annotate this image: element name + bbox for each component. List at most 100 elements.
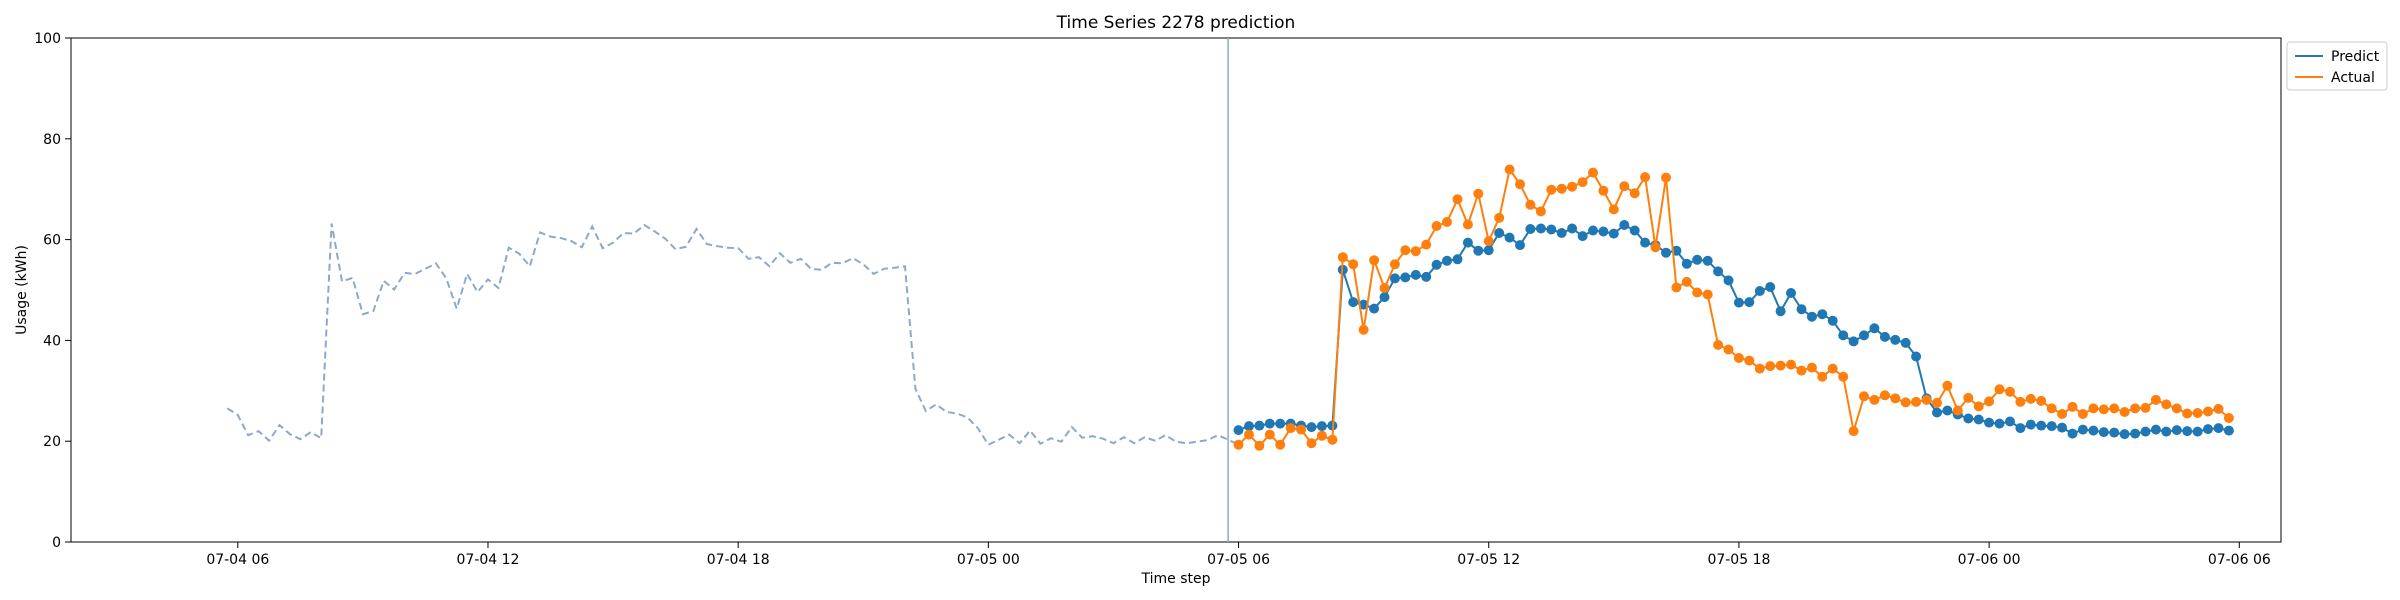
actual-point (2036, 395, 2047, 406)
predict-point (2140, 426, 2151, 437)
actual-point (1515, 179, 1525, 190)
actual-point (1952, 405, 1963, 416)
predict-point (1973, 414, 1984, 425)
predict-point (1504, 232, 1515, 243)
predict-point (1535, 223, 1546, 234)
predict-point (1848, 336, 1859, 347)
predict-point (1525, 224, 1536, 234)
actual-point (1327, 434, 1338, 445)
actual-point (1389, 259, 1400, 270)
actual-point (2015, 396, 2026, 407)
predict-point (1911, 351, 1922, 362)
predict-point (2036, 420, 2047, 431)
predict-point (2088, 425, 2099, 436)
actual-point (2077, 409, 2088, 419)
actual-point (1577, 177, 1588, 188)
actual-point (1640, 172, 1651, 183)
actual-point (1629, 188, 1640, 199)
predict-point (2130, 428, 2141, 439)
predict-point (2046, 421, 2057, 432)
actual-point (1713, 339, 1724, 350)
y-axis: 0 20 40 60 80 100 (34, 31, 71, 551)
predict-point (2025, 419, 2036, 430)
actual-point (1619, 181, 1630, 192)
x-axis: 07-04 06 07-04 12 07-04 18 07-05 00 07-05 06… (206, 542, 2271, 568)
actual-point (1754, 363, 1765, 374)
predict-point (1577, 231, 1588, 242)
predict-point (1379, 292, 1390, 303)
actual-point (1744, 355, 1755, 366)
actual-point (1932, 397, 1942, 408)
actual-point (2119, 407, 2130, 417)
actual-point (2213, 403, 2224, 414)
predict-point (1515, 240, 1525, 251)
actual-point (1848, 426, 1859, 437)
actual-point (1859, 391, 1869, 402)
actual-point (1254, 440, 1265, 451)
actual-point (2025, 393, 2036, 404)
actual-point (1702, 289, 1713, 300)
predict-point (2192, 426, 2203, 437)
actual-point (1879, 390, 1890, 401)
x-tick-label: 07-04 12 (457, 552, 520, 568)
history-line (226, 223, 1239, 446)
actual-point (2130, 403, 2141, 414)
actual-point (1588, 167, 1598, 178)
predict-point (2109, 427, 2120, 438)
actual-point (1723, 344, 1734, 355)
actual-point (2005, 386, 2015, 397)
predict-point (1473, 245, 1484, 256)
predict-point (1421, 271, 1432, 282)
x-axis-label: Time step (1141, 571, 1211, 587)
predict-point (1598, 226, 1609, 237)
predict-point (1713, 266, 1724, 277)
actual-point (2171, 403, 2182, 414)
actual-point (1817, 371, 1828, 382)
predict-point (1796, 304, 1807, 315)
predict-point (1494, 228, 1505, 238)
predict-point (1775, 306, 1786, 317)
predict-point (2171, 425, 2182, 436)
actual-point (1598, 185, 1609, 196)
predict-point (1619, 220, 1630, 230)
actual-point (1535, 206, 1546, 217)
y-tick-label: 60 (43, 233, 61, 249)
predict-point (1608, 228, 1619, 239)
predict-point (2067, 428, 2078, 439)
predict-point (1556, 228, 1567, 238)
predict-series (1233, 220, 2234, 440)
actual-point (1244, 429, 1254, 440)
actual-point (1473, 188, 1484, 199)
predict-point (1316, 421, 1327, 432)
actual-point (1681, 276, 1692, 287)
actual-point (1306, 438, 1317, 449)
actual-point (1348, 259, 1359, 270)
actual-point (1942, 380, 1953, 391)
predict-point (2213, 423, 2224, 434)
predict-point (1254, 420, 1265, 431)
x-tick-label: 07-04 18 (707, 552, 770, 568)
actual-point (1546, 184, 1557, 195)
legend-label-predict: Predict (2331, 49, 2380, 65)
actual-point (1400, 245, 1411, 256)
actual-point (2192, 408, 2203, 418)
predict-point (1942, 405, 1953, 416)
actual-point (1796, 365, 1807, 376)
x-tick-label: 07-04 06 (206, 552, 269, 568)
actual-point (1911, 396, 1922, 407)
actual-point (1337, 252, 1348, 263)
predict-point (1806, 311, 1817, 322)
actual-point (1410, 246, 1421, 257)
predict-point (1264, 418, 1275, 429)
predict-point (1932, 407, 1942, 418)
predict-point (1733, 297, 1744, 308)
predict-point (2203, 424, 2213, 435)
predict-point (1786, 288, 1796, 298)
predict-point (2077, 424, 2088, 435)
actual-point (1504, 164, 1515, 175)
predict-point (1233, 425, 1244, 436)
actual-point (1869, 394, 1880, 405)
predict-point (1744, 297, 1755, 308)
predict-point (1431, 259, 1442, 270)
predict-point (1859, 330, 1869, 341)
